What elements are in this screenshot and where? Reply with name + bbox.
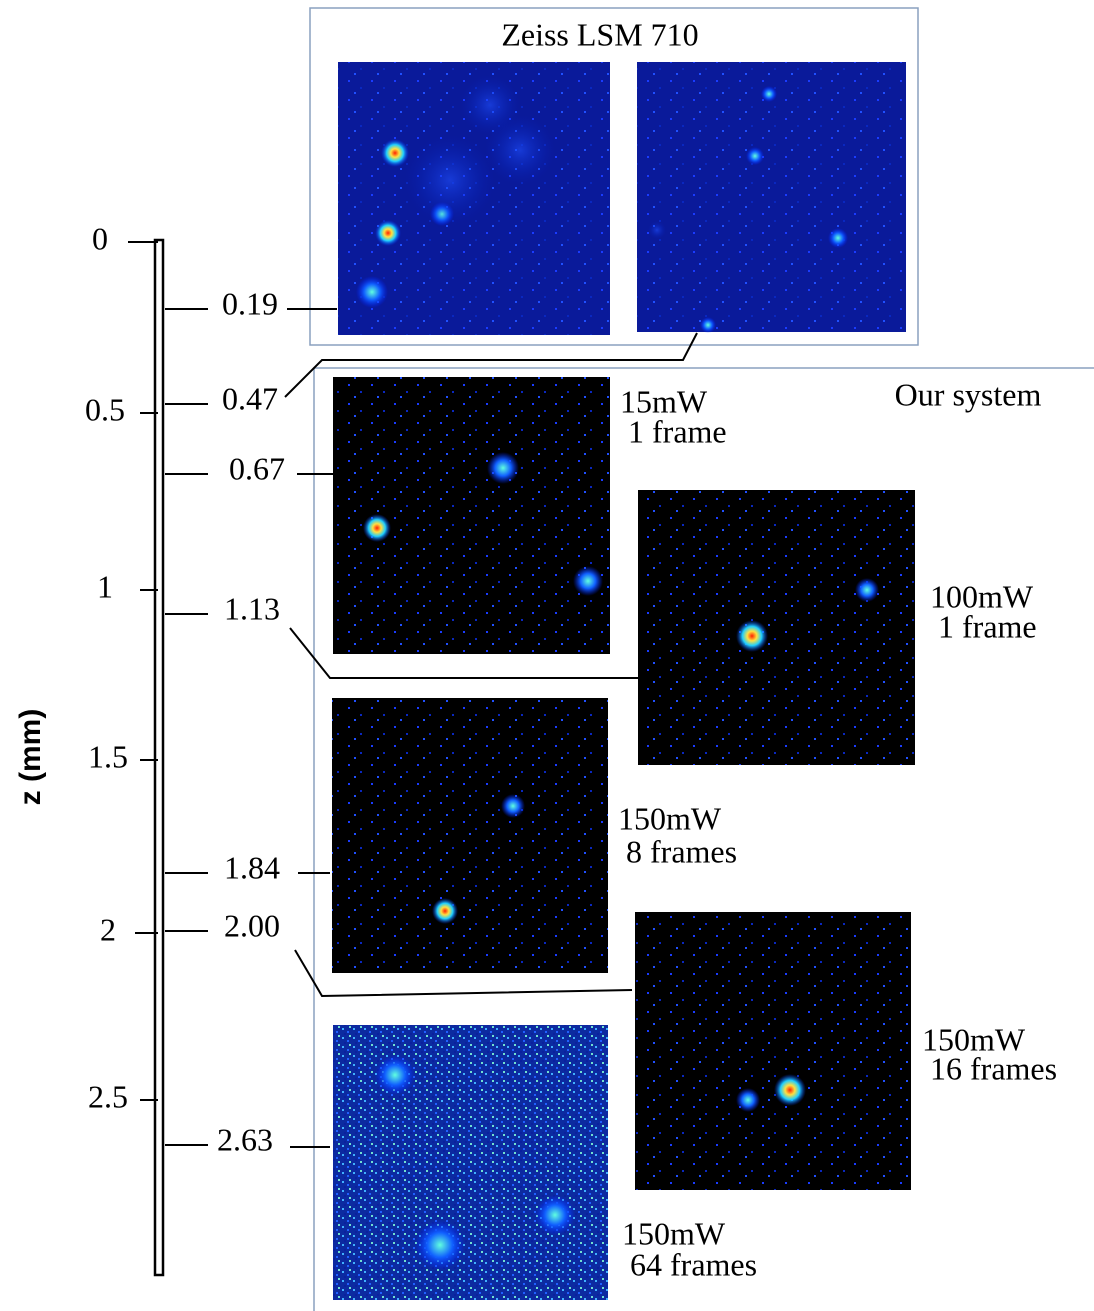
bead — [405, 135, 495, 225]
depth-label: 1.84 — [224, 849, 280, 885]
bead — [381, 139, 409, 167]
bead — [501, 794, 525, 818]
bead — [375, 220, 401, 246]
panel-power: 150mW — [622, 1215, 726, 1251]
zeiss-title: Zeiss LSM 710 — [501, 16, 698, 52]
panel-frames: 64 frames — [630, 1246, 757, 1282]
scale-tick-label: 1.5 — [88, 738, 128, 774]
bead — [761, 86, 777, 102]
bead — [736, 1088, 760, 1112]
bead — [535, 1195, 575, 1235]
bead — [432, 898, 458, 924]
bead — [700, 317, 716, 333]
scale-tick-label: 2.5 — [88, 1078, 128, 1114]
bead — [746, 147, 764, 165]
depth-label: 1.13 — [224, 590, 280, 626]
bead — [828, 228, 848, 248]
scale-tick-label: 0.5 — [85, 391, 125, 427]
depth-label: 0.47 — [222, 380, 278, 416]
bead — [855, 578, 879, 602]
bead — [363, 514, 391, 542]
image-noise — [635, 912, 911, 1190]
scale-tick-label: 1 — [97, 568, 113, 604]
image-noise — [333, 1025, 608, 1300]
bead — [415, 1220, 465, 1270]
panel-frames: 1 frame — [628, 413, 727, 449]
panel-frames: 1 frame — [938, 608, 1037, 644]
depth-label: 2.63 — [217, 1121, 273, 1157]
depth-connector — [284, 332, 698, 398]
bead — [356, 276, 388, 308]
depth-label: 0.19 — [222, 285, 278, 321]
depth-label: 0.67 — [229, 450, 285, 486]
scale-tick-label: 2 — [100, 911, 116, 947]
image-noise — [637, 62, 906, 332]
bead — [375, 1055, 415, 1095]
zeiss-box — [309, 7, 919, 346]
panel-power: 150mW — [618, 800, 722, 836]
bead — [487, 452, 519, 484]
depth-connector — [294, 949, 633, 998]
image-noise — [638, 490, 915, 765]
scale-tick-label: 0 — [92, 220, 108, 256]
depth-label: 2.00 — [224, 907, 280, 943]
panel-power: 15mW — [620, 383, 708, 419]
bead — [573, 566, 603, 596]
panel-power: 100mW — [930, 578, 1034, 614]
panel-frames: 16 frames — [930, 1050, 1057, 1086]
bead — [736, 620, 768, 652]
image-noise — [332, 698, 608, 973]
our-system-title: Our system — [895, 376, 1042, 412]
bead — [774, 1074, 806, 1106]
panel-frames: 8 frames — [626, 833, 737, 869]
depth-connector — [289, 627, 640, 679]
panel-power: 150mW — [922, 1021, 1026, 1057]
scale-bar — [153, 238, 165, 1277]
axis-label: z (mm) — [14, 709, 47, 806]
bead — [485, 115, 555, 185]
bead — [648, 221, 666, 239]
